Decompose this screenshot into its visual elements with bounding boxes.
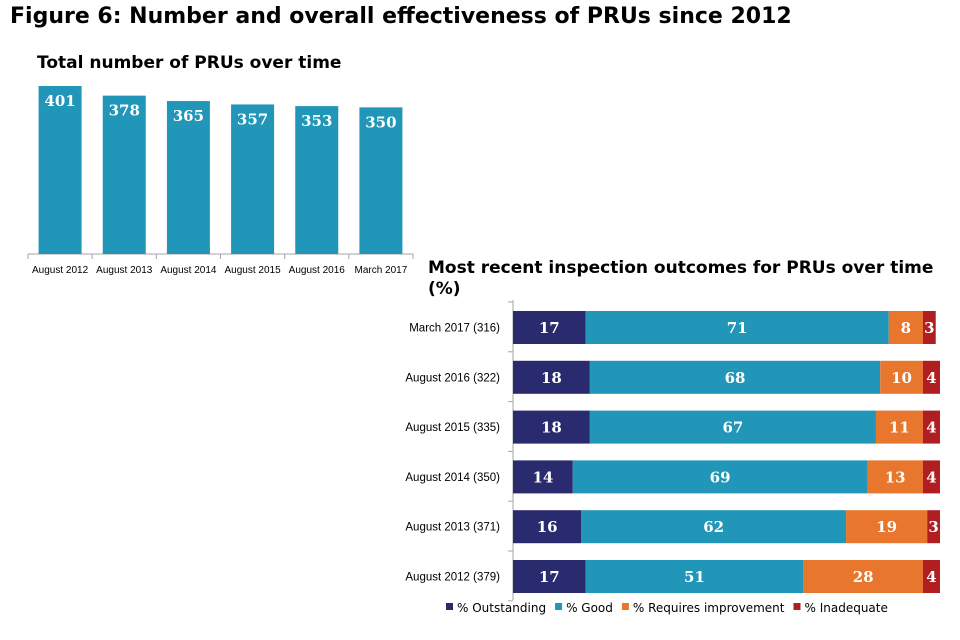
segment-value-label: 71 [727, 319, 748, 337]
segment-value-label: 62 [703, 518, 724, 536]
segment-good [589, 360, 881, 394]
segment-value-label: 3 [928, 518, 938, 536]
segment-inadequate [922, 460, 940, 494]
bar-category-label: August 2015 [224, 265, 281, 276]
segment-outstanding [513, 460, 573, 494]
segment-good [585, 311, 889, 344]
bar-value-label: 365 [173, 107, 204, 125]
bar-august-2016 [295, 106, 339, 254]
segment-value-label: 28 [853, 568, 874, 586]
figure-title: Figure 6: Number and overall effectivene… [10, 4, 792, 29]
bar-category-label: August 2014 [160, 265, 217, 276]
stacked-category-label: August 2014 (350) [405, 472, 500, 484]
segment-value-label: 16 [537, 518, 558, 536]
segment-inadequate [922, 410, 940, 444]
segment-requires-improvement [846, 510, 928, 544]
legend-label: % Outstanding [457, 601, 546, 615]
bar-value-label: 378 [109, 102, 140, 120]
segment-requires-improvement [880, 360, 923, 394]
bar-category-label: August 2012 [32, 265, 89, 276]
segment-value-label: 68 [725, 369, 746, 387]
segment-value-label: 11 [889, 419, 910, 437]
segment-value-label: 3 [924, 319, 934, 337]
bar-value-label: 353 [301, 112, 332, 130]
segment-value-label: 69 [710, 468, 731, 486]
bar-category-label: March 2017 [355, 265, 408, 276]
segment-value-label: 8 [901, 319, 911, 337]
segment-inadequate [922, 311, 936, 344]
segment-value-label: 4 [926, 468, 936, 486]
stacked-category-label: August 2013 (371) [405, 522, 500, 534]
legend-label: % Inadequate [804, 601, 887, 615]
stacked-chart-title: Most recent inspection outcomes for PRUs… [428, 258, 934, 299]
legend-label: % Good [566, 601, 613, 615]
segment-value-label: 17 [539, 568, 560, 586]
segment-value-label: 14 [532, 468, 553, 486]
bar-category-label: August 2016 [289, 265, 346, 276]
segment-value-label: 67 [722, 419, 743, 437]
segment-inadequate [922, 360, 940, 394]
legend-swatch-inadequate [793, 603, 801, 610]
segment-value-label: 4 [926, 568, 936, 586]
bar-value-label: 401 [44, 92, 75, 110]
segment-value-label: 10 [891, 369, 912, 387]
stacked-category-label: August 2016 (322) [405, 372, 500, 384]
segment-value-label: 13 [885, 468, 906, 486]
bar-value-label: 350 [365, 113, 396, 131]
segment-value-label: 51 [684, 568, 705, 586]
bar-value-label: 357 [237, 110, 268, 128]
segment-outstanding [513, 410, 590, 444]
segment-good [572, 460, 868, 494]
bar-august-2013 [102, 95, 146, 254]
legend-label: % Requires improvement [633, 601, 785, 615]
bar-chart-title: Total number of PRUs over time [37, 53, 342, 73]
segment-value-label: 18 [541, 369, 562, 387]
stacked-category-label: March 2017 (316) [409, 323, 500, 335]
segment-value-label: 17 [539, 319, 560, 337]
segment-inadequate [927, 510, 940, 544]
segment-value-label: 4 [926, 369, 936, 387]
segment-requires-improvement [867, 460, 923, 494]
segment-outstanding [513, 510, 582, 544]
bar-march-2017 [359, 107, 403, 255]
stacked-category-label: August 2015 (335) [405, 422, 500, 434]
legend-swatch-outstanding [446, 603, 453, 610]
segment-good [585, 560, 804, 593]
segment-good [589, 410, 876, 444]
bar-august-2015 [231, 104, 275, 254]
segment-value-label: 19 [876, 518, 897, 536]
segment-good [581, 510, 847, 544]
segment-value-label: 18 [541, 419, 562, 437]
legend-swatch-good [555, 603, 563, 610]
segment-outstanding [513, 311, 586, 344]
segment-outstanding [513, 360, 590, 394]
segment-value-label: 4 [926, 419, 936, 437]
segment-requires-improvement [888, 311, 923, 344]
segment-inadequate [922, 560, 940, 593]
bar-category-label: August 2013 [96, 265, 153, 276]
segment-outstanding [513, 560, 586, 593]
segment-requires-improvement [803, 560, 923, 593]
bar-august-2014 [166, 101, 210, 254]
segment-requires-improvement [875, 410, 923, 444]
stacked-category-label: August 2012 (379) [405, 572, 500, 584]
legend-swatch-requires-improvement [621, 603, 629, 610]
bar-august-2012 [38, 86, 82, 254]
